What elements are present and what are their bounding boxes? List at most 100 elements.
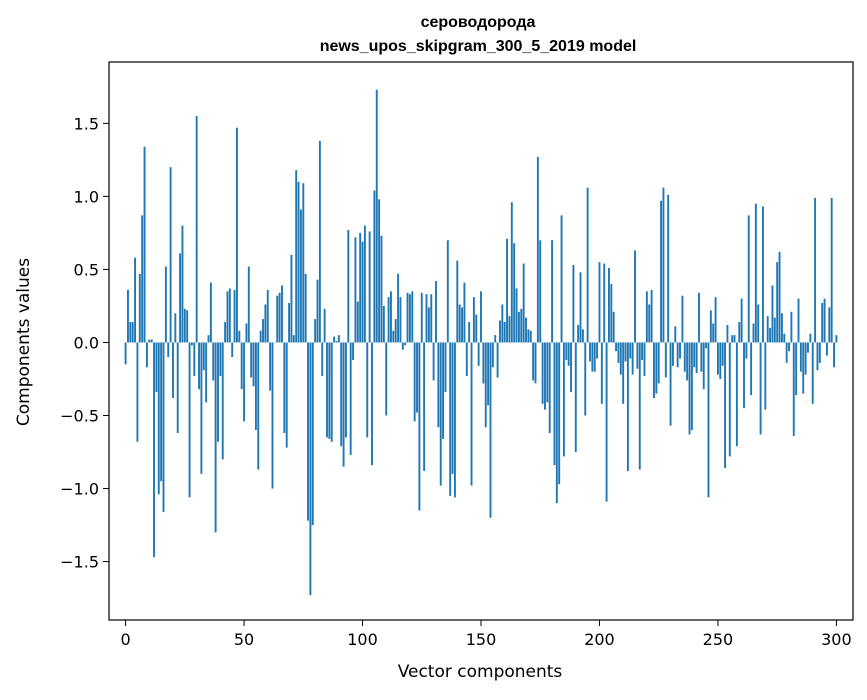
bar (750, 342, 752, 395)
bar (307, 342, 309, 520)
bar (236, 128, 238, 343)
bar (245, 323, 247, 342)
bar (610, 284, 612, 342)
bar (478, 342, 480, 365)
bar (212, 342, 214, 380)
bar (530, 331, 532, 343)
bar (255, 342, 257, 430)
bar (217, 342, 219, 441)
bar (321, 342, 323, 376)
bar (672, 342, 674, 365)
bar (189, 342, 191, 497)
bar-series (125, 90, 838, 595)
bar (357, 302, 359, 343)
bar (447, 240, 449, 342)
bar (407, 293, 409, 343)
bar (359, 233, 361, 343)
bar (373, 191, 375, 343)
bar (463, 283, 465, 343)
bar (170, 167, 172, 342)
bar (741, 299, 743, 343)
bar (248, 267, 250, 343)
bar (134, 258, 136, 343)
bar (499, 321, 501, 343)
bar (404, 342, 406, 345)
bar (599, 262, 601, 342)
y-tick-label: −0.5 (60, 406, 99, 425)
bar (693, 342, 695, 367)
bar (594, 342, 596, 371)
bar (764, 342, 766, 409)
bar (234, 290, 236, 343)
bar (779, 252, 781, 343)
bar (729, 342, 731, 456)
bar (677, 342, 679, 367)
bar (734, 335, 736, 342)
bar (516, 288, 518, 342)
bar (651, 290, 653, 343)
bar (665, 342, 667, 377)
bar (625, 342, 627, 361)
bar (802, 342, 804, 393)
bar (144, 147, 146, 343)
bar (127, 290, 129, 343)
bar (762, 207, 764, 343)
y-tick-label: 0.5 (74, 260, 99, 279)
bar (302, 183, 304, 342)
bar (264, 304, 266, 342)
bar (726, 325, 728, 343)
bar (535, 342, 537, 383)
bar (644, 342, 646, 376)
bar (679, 342, 681, 358)
bar (539, 240, 541, 342)
bar (459, 304, 461, 342)
bar (523, 264, 525, 343)
bar (805, 342, 807, 374)
bar (800, 342, 802, 371)
bar (224, 322, 226, 342)
bar (646, 291, 648, 342)
bar (345, 342, 347, 437)
bar (139, 274, 141, 343)
bar (708, 342, 710, 497)
chart-title: сероводорода (421, 14, 536, 31)
bar (369, 231, 371, 342)
bar (565, 342, 567, 360)
x-tick-label: 100 (347, 630, 378, 649)
bar (513, 243, 515, 342)
chart-subtitle: news_upos_skipgram_300_5_2019 model (320, 38, 637, 55)
bar (312, 342, 314, 525)
bar (191, 342, 193, 345)
bar (689, 342, 691, 434)
bar (698, 293, 700, 343)
bar (352, 342, 354, 360)
bar (584, 342, 586, 415)
bar (634, 250, 636, 342)
bar (506, 239, 508, 343)
bar (793, 342, 795, 435)
bar (753, 323, 755, 342)
bar (167, 342, 169, 357)
bar (293, 335, 295, 342)
bar (549, 342, 551, 433)
bar (580, 272, 582, 342)
x-tick-label: 150 (466, 630, 497, 649)
bar (662, 188, 664, 343)
bar (501, 304, 503, 342)
bar (328, 342, 330, 438)
bar (819, 342, 821, 362)
bar (243, 342, 245, 421)
bar (520, 309, 522, 343)
bar (525, 318, 527, 343)
bar (745, 342, 747, 358)
y-tick-label: 1.0 (74, 187, 99, 206)
bar (442, 342, 444, 438)
bar (817, 342, 819, 370)
bar (508, 316, 510, 342)
bar (691, 342, 693, 430)
bar (776, 262, 778, 342)
bar (608, 268, 610, 342)
bar (833, 342, 835, 367)
bar (627, 342, 629, 471)
bar (324, 309, 326, 343)
